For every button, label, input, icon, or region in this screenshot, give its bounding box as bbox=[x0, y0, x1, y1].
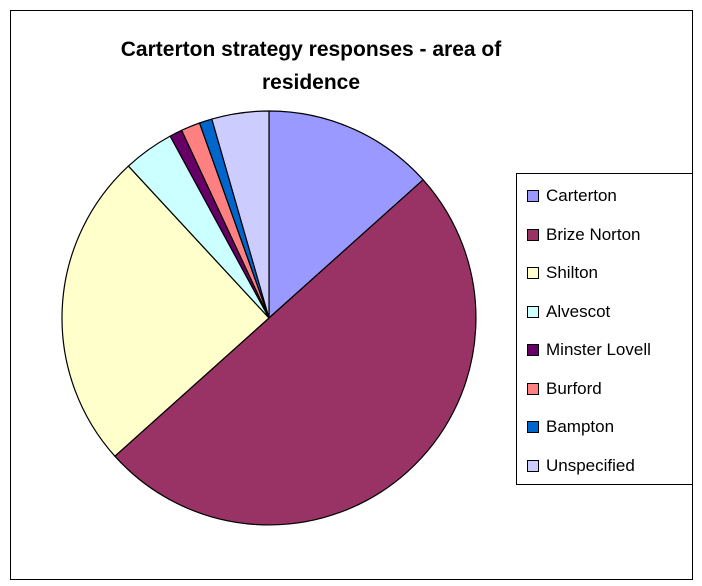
legend-label: Burford bbox=[546, 378, 602, 398]
legend-item-carterton: Carterton bbox=[527, 184, 617, 208]
legend-swatch bbox=[527, 305, 539, 318]
pie-chart bbox=[61, 110, 477, 526]
pie-slice-carterton bbox=[268, 110, 424, 319]
legend-swatch bbox=[527, 459, 539, 472]
legend-swatch bbox=[527, 382, 539, 395]
legend-label: Minster Lovell bbox=[546, 340, 651, 359]
chart-area: Carterton strategy responses - area of r… bbox=[10, 10, 693, 580]
legend-label: Carterton bbox=[546, 186, 617, 205]
pie-slice-brize-norton bbox=[114, 179, 477, 526]
legend-item-minster-lovell: Minster Lovell bbox=[527, 338, 651, 362]
legend-swatch bbox=[527, 228, 539, 241]
legend-item-bampton: Bampton bbox=[527, 415, 614, 439]
legend-item-burford: Burford bbox=[527, 377, 602, 401]
legend-swatch bbox=[527, 190, 539, 202]
legend-swatch bbox=[527, 267, 539, 279]
legend-label: Brize Norton bbox=[546, 224, 641, 244]
legend-swatch bbox=[527, 421, 539, 433]
legend-label: Bampton bbox=[546, 417, 615, 436]
legend-item-alvescot: Alvescot bbox=[527, 300, 610, 324]
legend-item-shilton: Shilton bbox=[527, 261, 598, 285]
legend-item-unspecified: Unspecified bbox=[527, 454, 635, 478]
legend-label: Alvescot bbox=[546, 301, 611, 321]
legend-item-brize-norton: Brize Norton bbox=[527, 223, 640, 247]
pie-slice-shilton bbox=[61, 165, 270, 457]
legend-label: Unspecified bbox=[546, 455, 635, 475]
chart-title: Carterton strategy responses - area of r… bbox=[120, 38, 502, 94]
chart-legend: Carterton Brize Norton Shilton Alvescot Mins… bbox=[516, 173, 693, 485]
legend-swatch bbox=[527, 344, 539, 356]
pie-slice-unspecified bbox=[211, 110, 270, 319]
legend-label: Shilton bbox=[546, 263, 598, 282]
